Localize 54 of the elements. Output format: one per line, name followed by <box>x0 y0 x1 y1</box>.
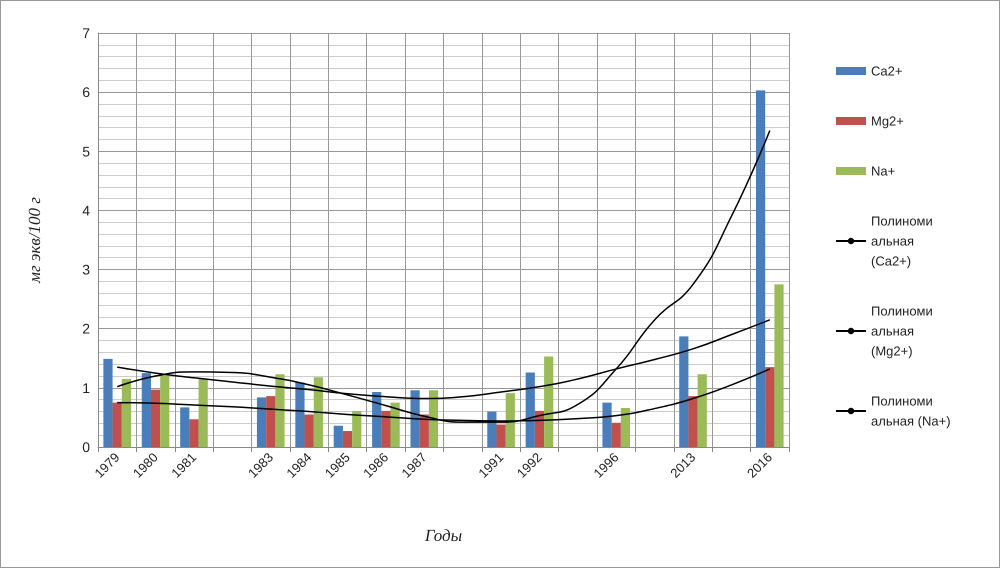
bar <box>142 373 151 447</box>
y-tick-label: 3 <box>82 262 90 278</box>
bar <box>372 392 382 447</box>
bar <box>544 356 554 447</box>
y-tick-label: 6 <box>82 84 90 100</box>
bar <box>304 414 314 447</box>
bar <box>342 431 352 447</box>
bar <box>198 378 208 447</box>
legend-label: Полиномиальная (Na+) <box>871 394 951 428</box>
legend-label: Полиномиальная (Mg2+) <box>871 304 933 358</box>
bar <box>256 397 266 447</box>
bar <box>160 375 170 447</box>
bar <box>506 393 515 447</box>
y-tick-label: 2 <box>82 320 90 337</box>
bar <box>620 408 630 447</box>
bar <box>774 284 784 447</box>
bar <box>756 90 766 447</box>
y-axis-title: мг экв/100 г <box>25 196 44 284</box>
bar <box>334 426 343 447</box>
bar <box>112 402 122 447</box>
y-tick-label: 5 <box>82 143 90 160</box>
bar <box>698 374 707 447</box>
bar <box>679 336 688 447</box>
bar <box>602 402 612 447</box>
legend-label: Mg2+ <box>871 114 904 128</box>
legend-label: Ca2+ <box>871 64 902 78</box>
bar <box>612 422 621 447</box>
y-tick-label: 7 <box>82 25 90 41</box>
bar <box>688 396 698 447</box>
legend-label: Na+ <box>871 164 896 178</box>
bar <box>390 402 400 447</box>
bar <box>410 390 420 447</box>
bar <box>150 390 160 447</box>
y-tick-label: 4 <box>82 202 90 218</box>
bar <box>420 414 429 447</box>
bar <box>314 377 323 447</box>
bar <box>103 358 113 447</box>
bar <box>266 396 276 447</box>
bar <box>352 410 362 447</box>
legend-label: Полиномиальная (Ca2+) <box>871 214 933 268</box>
bar <box>765 367 774 447</box>
bar <box>189 419 199 447</box>
bar <box>496 424 506 447</box>
y-tick-label: 0 <box>82 439 90 455</box>
bar <box>428 390 438 447</box>
bar <box>275 374 285 447</box>
bar <box>526 372 535 447</box>
line-series <box>116 130 771 423</box>
bar <box>122 378 132 447</box>
bar <box>180 407 190 447</box>
bar <box>295 382 305 447</box>
x-axis-title: Годы <box>424 526 462 545</box>
y-tick-label: 1 <box>82 380 90 396</box>
bar <box>381 410 391 447</box>
